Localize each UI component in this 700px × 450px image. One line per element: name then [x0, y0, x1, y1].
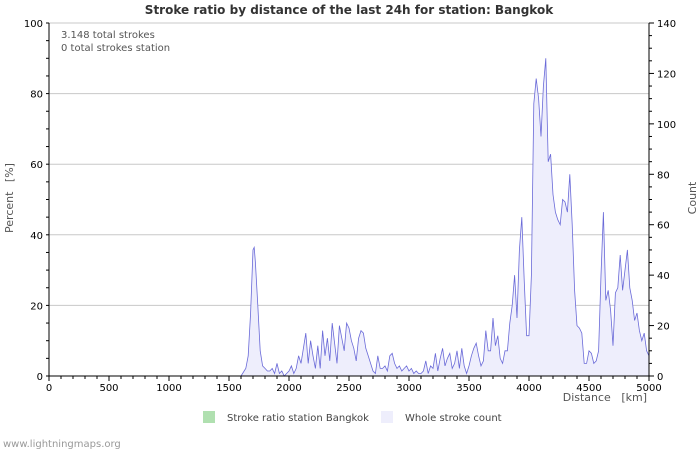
y-left-label-text: Percent [%] — [3, 163, 16, 233]
y-left-tick-label-80: 80 — [30, 90, 43, 101]
y-right-tick-label-120: 120 — [657, 69, 676, 80]
y-right-label: Count — [686, 181, 699, 214]
y-right-tick-label-80: 80 — [657, 170, 670, 181]
chart-title: Stroke ratio by distance of the last 24h… — [145, 3, 554, 17]
legend-swatch-count — [381, 411, 393, 423]
x-axis-label: Distance [km] — [563, 391, 647, 404]
y-right-tick-label-100: 100 — [657, 120, 676, 131]
annotation-station-strokes: 0 total strokes station — [61, 43, 170, 54]
y-left-tick-label-40: 40 — [30, 231, 43, 242]
x-tick-label-1000: 1000 — [156, 383, 181, 394]
y-left-tick-label-100: 100 — [24, 19, 43, 30]
y-right-tick-label-20: 20 — [657, 322, 670, 333]
y-right-label-text: Count — [686, 181, 699, 214]
series-whole-stroke-count-line — [240, 58, 650, 377]
y-right-tick-label-40: 40 — [657, 271, 670, 282]
x-tick-label-2000: 2000 — [276, 383, 301, 394]
x-tick-label-4000: 4000 — [516, 383, 541, 394]
y-left-tick-label-20: 20 — [30, 301, 43, 312]
legend-label-ratio: Stroke ratio station Bangkok — [227, 413, 369, 424]
y-right-tick-label-0: 0 — [657, 372, 663, 383]
x-axis-label-unit: [km] — [621, 391, 647, 404]
legend: Stroke ratio station Bangkok Whole strok… — [203, 411, 502, 424]
x-tick-label-1500: 1500 — [216, 383, 241, 394]
x-tick-label-0: 0 — [46, 383, 52, 394]
x-tick-label-2500: 2500 — [336, 383, 361, 394]
series-whole-stroke-count-area — [241, 58, 649, 377]
y-left-label-unit: [%] — [3, 163, 16, 182]
legend-swatch-ratio — [203, 411, 215, 423]
y-right-tick-label-60: 60 — [657, 221, 670, 232]
x-tick-label-3000: 3000 — [396, 383, 421, 394]
y-left-label-name: Percent — [3, 191, 16, 233]
x-axis-label-name: Distance — [563, 391, 611, 404]
legend-label-count: Whole stroke count — [405, 413, 502, 424]
credit-text: www.lightningmaps.org — [3, 439, 121, 450]
x-tick-label-3500: 3500 — [456, 383, 481, 394]
y-right-ticks: 0 20 40 60 80 100 120 140 — [649, 19, 676, 383]
x-tick-label-5000: 5000 — [636, 383, 661, 394]
annotation-total-strokes: 3.148 total strokes — [61, 30, 155, 41]
y-right-tick-label-140: 140 — [657, 19, 676, 30]
y-left-ticks: 0 20 40 60 80 100 — [24, 19, 49, 383]
y-left-tick-label-60: 60 — [30, 160, 43, 171]
x-tick-label-4500: 4500 — [576, 383, 601, 394]
y-left-label: Percent [%] — [3, 163, 16, 233]
x-tick-label-500: 500 — [99, 383, 118, 394]
y-left-tick-label-0: 0 — [37, 372, 43, 383]
x-ticks: 0 500 1000 1500 2000 2500 3000 3500 4000 4500 5000 — [46, 376, 662, 394]
